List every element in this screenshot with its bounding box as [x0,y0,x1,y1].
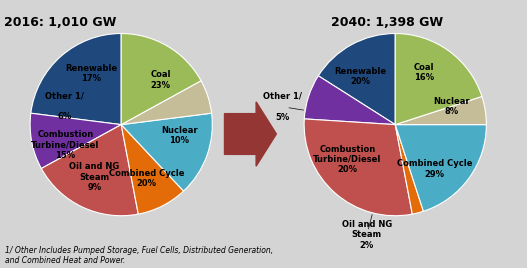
Wedge shape [30,113,121,169]
Wedge shape [41,125,138,216]
Text: Coal
16%: Coal 16% [414,63,434,83]
Text: Oil and NG
Steam
9%: Oil and NG Steam 9% [69,162,120,192]
Wedge shape [31,34,121,125]
Text: Combustion
Turbine/Diesel
20%: Combustion Turbine/Diesel 20% [313,144,382,174]
FancyArrow shape [225,102,276,166]
Wedge shape [304,76,395,125]
Text: Other 1/

6%: Other 1/ 6% [45,91,84,121]
Text: Renewable
20%: Renewable 20% [334,67,386,86]
Wedge shape [121,113,212,191]
Text: Nuclear
8%: Nuclear 8% [433,97,470,116]
Text: 2040: 1,398 GW: 2040: 1,398 GW [331,16,443,29]
Text: Oil and NG
Steam
2%: Oil and NG Steam 2% [342,220,392,250]
Wedge shape [304,119,412,216]
Wedge shape [395,96,486,125]
Wedge shape [121,34,201,125]
Text: Other 1/

5%: Other 1/ 5% [264,92,302,122]
Text: Combined Cycle
20%: Combined Cycle 20% [109,169,184,188]
Text: 2016: 1,010 GW: 2016: 1,010 GW [4,16,117,29]
Wedge shape [121,125,183,214]
Wedge shape [395,125,423,214]
Text: Combined Cycle
29%: Combined Cycle 29% [397,159,472,179]
Wedge shape [395,34,482,125]
Text: Nuclear
10%: Nuclear 10% [161,126,198,146]
Wedge shape [395,125,486,211]
Text: 1/ Other Includes Pumped Storage, Fuel Cells, Distributed Generation,
and Combin: 1/ Other Includes Pumped Storage, Fuel C… [5,246,274,265]
Wedge shape [318,34,395,125]
Text: Renewable
17%: Renewable 17% [65,64,117,83]
Text: Coal
23%: Coal 23% [150,70,171,90]
Text: Combustion
Turbine/Diesel
15%: Combustion Turbine/Diesel 15% [31,130,100,159]
Wedge shape [121,81,212,125]
